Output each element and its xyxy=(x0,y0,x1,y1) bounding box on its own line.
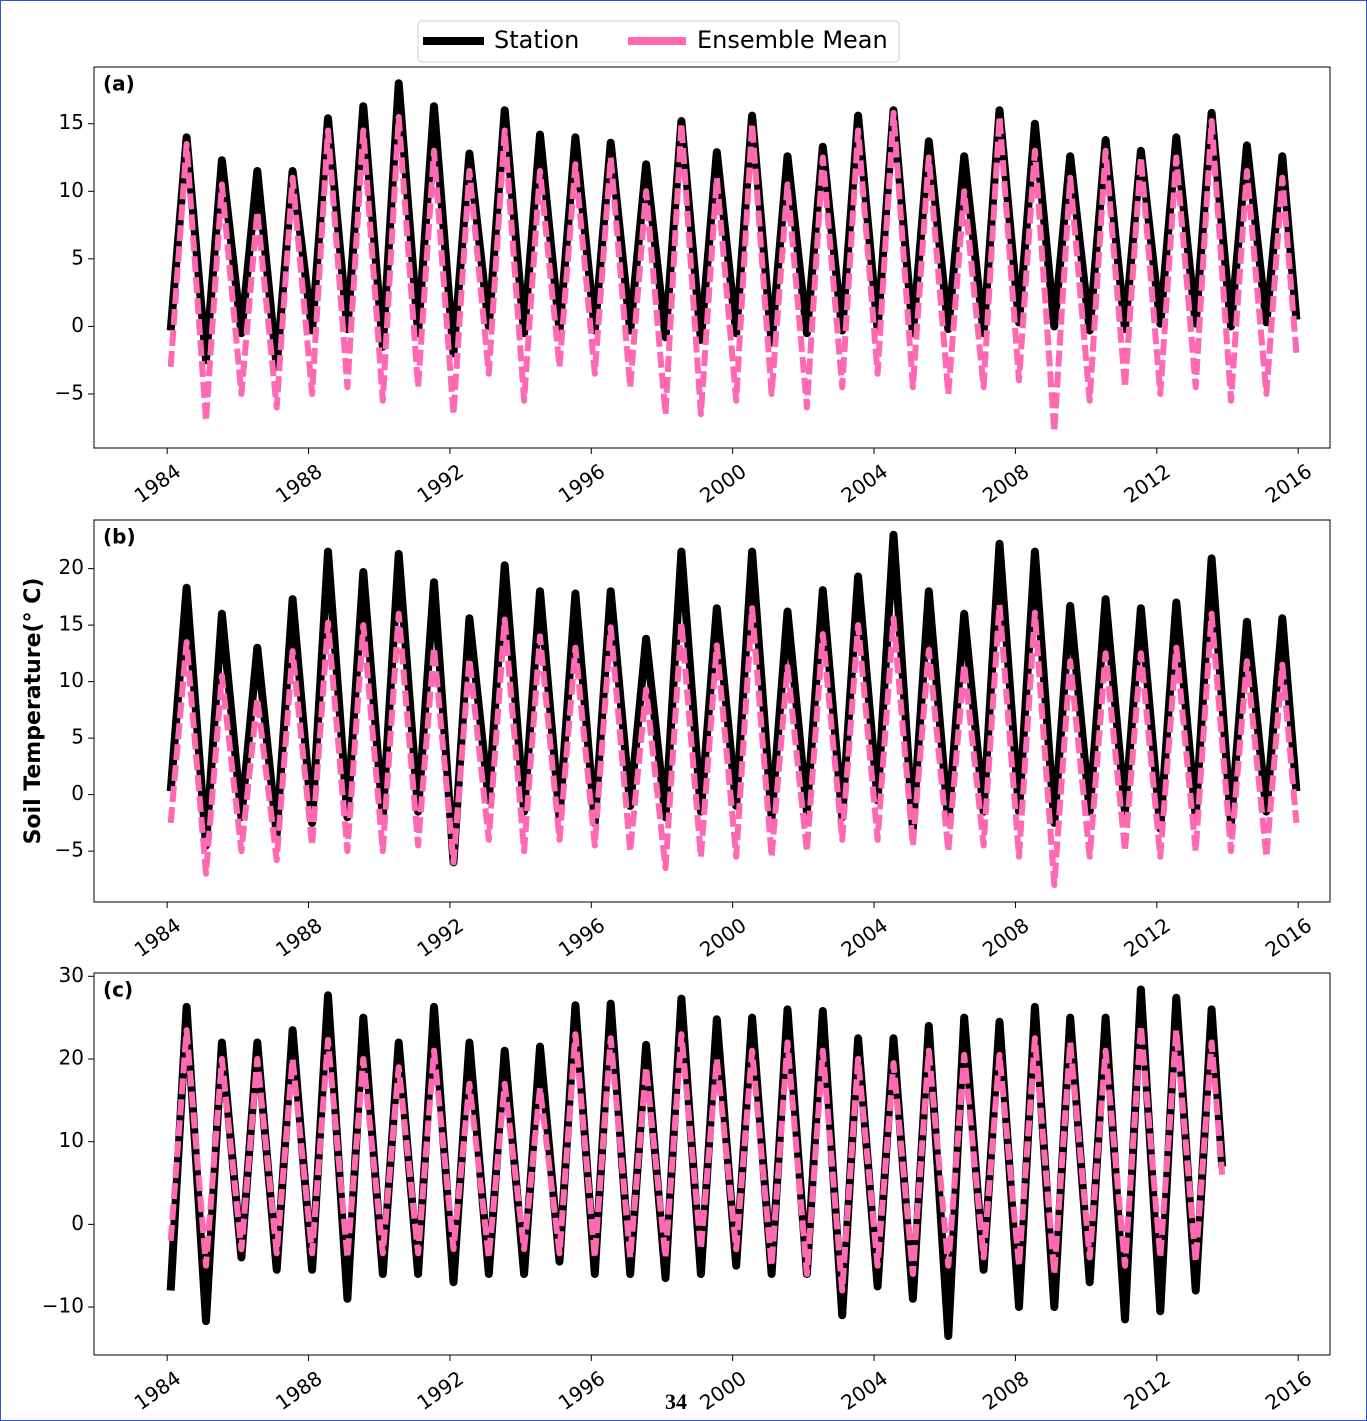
y-axis-label: Soil Temperature(° C) xyxy=(21,578,46,845)
y-tick-label: 10 xyxy=(59,1128,84,1152)
plot-frame xyxy=(93,66,1331,449)
legend-label: Station xyxy=(494,26,579,54)
series-line xyxy=(166,985,1227,1340)
y-tick-label: 5 xyxy=(71,725,84,749)
y-tick-label: 15 xyxy=(59,110,84,134)
y-tick-label: 10 xyxy=(59,178,84,202)
y-tick-label: 0 xyxy=(71,1211,84,1235)
page-number: 34 xyxy=(665,1389,687,1414)
y-tick-label: 0 xyxy=(71,313,84,337)
series-line xyxy=(167,109,1300,435)
panel-label: (c) xyxy=(103,978,133,1002)
series-line xyxy=(166,530,1301,867)
y-tick-label: −10 xyxy=(42,1294,84,1318)
y-tick-label: 0 xyxy=(71,781,84,805)
legend-label: Ensemble Mean xyxy=(697,26,888,54)
panel-label: (a) xyxy=(103,72,135,96)
panel-label: (b) xyxy=(103,525,136,549)
y-tick-label: −5 xyxy=(55,380,84,404)
plot-frame xyxy=(93,519,1331,903)
y-tick-label: 20 xyxy=(59,555,84,579)
y-tick-label: 15 xyxy=(59,612,84,636)
series-line xyxy=(167,601,1300,888)
y-tick-label: 10 xyxy=(59,668,84,692)
y-tick-label: 20 xyxy=(59,1045,84,1069)
y-tick-label: 5 xyxy=(71,245,84,269)
plot-frame xyxy=(93,972,1331,1356)
y-tick-label: 30 xyxy=(59,963,84,987)
y-tick-label: −5 xyxy=(55,838,84,862)
